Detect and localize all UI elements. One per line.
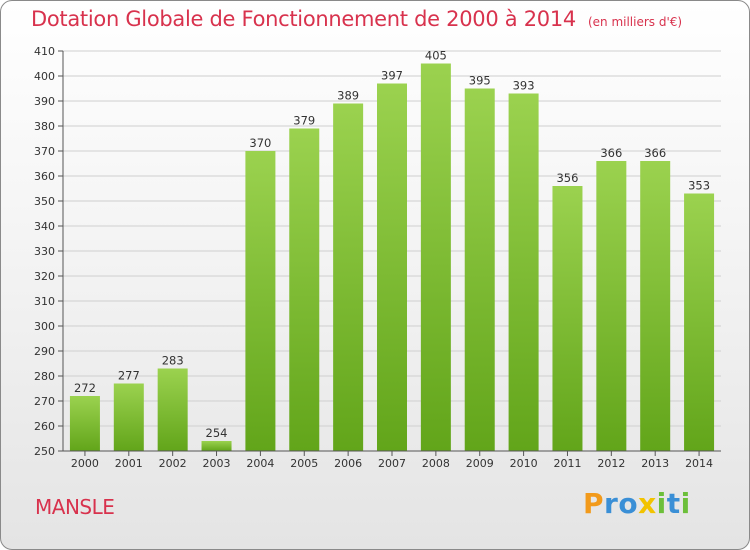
x-tick-label-2001: 2001 bbox=[115, 457, 143, 470]
y-tick-label: 260 bbox=[34, 420, 55, 433]
logo-letter: P bbox=[583, 487, 605, 520]
bar-2012 bbox=[596, 161, 627, 451]
x-tick-label-2011: 2011 bbox=[553, 457, 581, 470]
y-tick-label: 280 bbox=[34, 370, 55, 383]
value-label-2001: 277 bbox=[118, 369, 140, 383]
x-tick-label-2007: 2007 bbox=[378, 457, 406, 470]
value-label-2013: 366 bbox=[644, 146, 666, 160]
bar-2001 bbox=[113, 383, 144, 451]
x-tick-label-2010: 2010 bbox=[510, 457, 538, 470]
y-tick-label: 290 bbox=[34, 345, 55, 358]
y-tick-label: 320 bbox=[34, 270, 55, 283]
bar-2009 bbox=[464, 88, 495, 451]
bar-2013 bbox=[640, 161, 671, 451]
bar-2008 bbox=[420, 63, 451, 451]
x-tick-label-2006: 2006 bbox=[334, 457, 362, 470]
value-label-2011: 356 bbox=[556, 171, 578, 185]
x-tick-label-2004: 2004 bbox=[246, 457, 274, 470]
proxiti-logo: Proxiti bbox=[583, 487, 691, 520]
bar-2007 bbox=[377, 83, 407, 451]
y-tick-label: 380 bbox=[34, 120, 55, 133]
x-tick-label-2012: 2012 bbox=[597, 457, 625, 470]
chart-title: Dotation Globale de Fonctionnement de 20… bbox=[31, 7, 682, 31]
chart-title-text: Dotation Globale de Fonctionnement de 20… bbox=[31, 7, 576, 31]
bar-2010 bbox=[508, 93, 539, 451]
logo-letter: r bbox=[604, 487, 619, 520]
logo-letter: i bbox=[656, 487, 667, 520]
y-tick-label: 310 bbox=[34, 295, 55, 308]
bar-2006 bbox=[333, 103, 364, 451]
value-label-2009: 395 bbox=[469, 74, 491, 88]
y-tick-label: 350 bbox=[34, 195, 55, 208]
value-label-2014: 353 bbox=[688, 179, 710, 193]
x-tick-label-2013: 2013 bbox=[641, 457, 669, 470]
bar-2003 bbox=[201, 441, 232, 451]
y-tick-label: 360 bbox=[34, 170, 55, 183]
y-tick-label: 390 bbox=[34, 95, 55, 108]
bar-2014 bbox=[684, 193, 715, 451]
axes bbox=[62, 51, 721, 452]
y-tick-label: 370 bbox=[34, 145, 55, 158]
y-tick-label: 330 bbox=[34, 245, 55, 258]
logo-letter: x bbox=[638, 487, 657, 520]
chart-unit: (en milliers d'€) bbox=[587, 15, 683, 29]
x-tick-label-2008: 2008 bbox=[422, 457, 450, 470]
y-tick-label: 300 bbox=[34, 320, 55, 333]
value-label-2000: 272 bbox=[74, 381, 96, 395]
x-tick-label-2014: 2014 bbox=[685, 457, 713, 470]
value-label-2004: 370 bbox=[249, 136, 271, 150]
y-axis-ticks: 250 260 270 280 290 300 310 320 330 340 350 360 370 3… bbox=[34, 45, 63, 458]
x-tick-label-2005: 2005 bbox=[290, 457, 318, 470]
x-tick-label-2000: 2000 bbox=[71, 457, 99, 470]
y-tick-label: 250 bbox=[34, 445, 55, 458]
y-tick-label: 410 bbox=[34, 45, 55, 58]
y-tick-label: 340 bbox=[34, 220, 55, 233]
bars: 272 277 283 254 370 379 389 397 405 395 393 356 366 3… bbox=[69, 49, 715, 451]
y-tick-label: 270 bbox=[34, 395, 55, 408]
x-tick-label-2003: 2003 bbox=[203, 457, 231, 470]
value-label-2005: 379 bbox=[293, 114, 315, 128]
value-label-2007: 397 bbox=[381, 69, 403, 83]
bar-2000 bbox=[69, 396, 100, 451]
commune-name: MANSLE bbox=[35, 495, 115, 519]
x-tick-label-2002: 2002 bbox=[159, 457, 187, 470]
y-tick-label: 400 bbox=[34, 70, 55, 83]
logo-letter: o bbox=[618, 487, 639, 520]
bar-2011 bbox=[552, 186, 583, 451]
value-label-2008: 405 bbox=[425, 49, 447, 63]
bar-2002 bbox=[157, 368, 188, 451]
x-axis-ticks: 2000 2001 2002 2003 2004 2005 2006 2007 2008 2009… bbox=[71, 451, 713, 470]
logo-letter: t bbox=[666, 487, 681, 520]
bar-2004 bbox=[245, 151, 276, 451]
value-label-2006: 389 bbox=[337, 89, 359, 103]
value-label-2012: 366 bbox=[600, 146, 622, 160]
logo-letter: i bbox=[680, 487, 691, 520]
x-tick-label-2009: 2009 bbox=[466, 457, 494, 470]
value-label-2010: 393 bbox=[513, 79, 535, 93]
bar-2005 bbox=[289, 128, 320, 451]
value-label-2002: 283 bbox=[162, 354, 184, 368]
value-label-2003: 254 bbox=[206, 426, 228, 440]
